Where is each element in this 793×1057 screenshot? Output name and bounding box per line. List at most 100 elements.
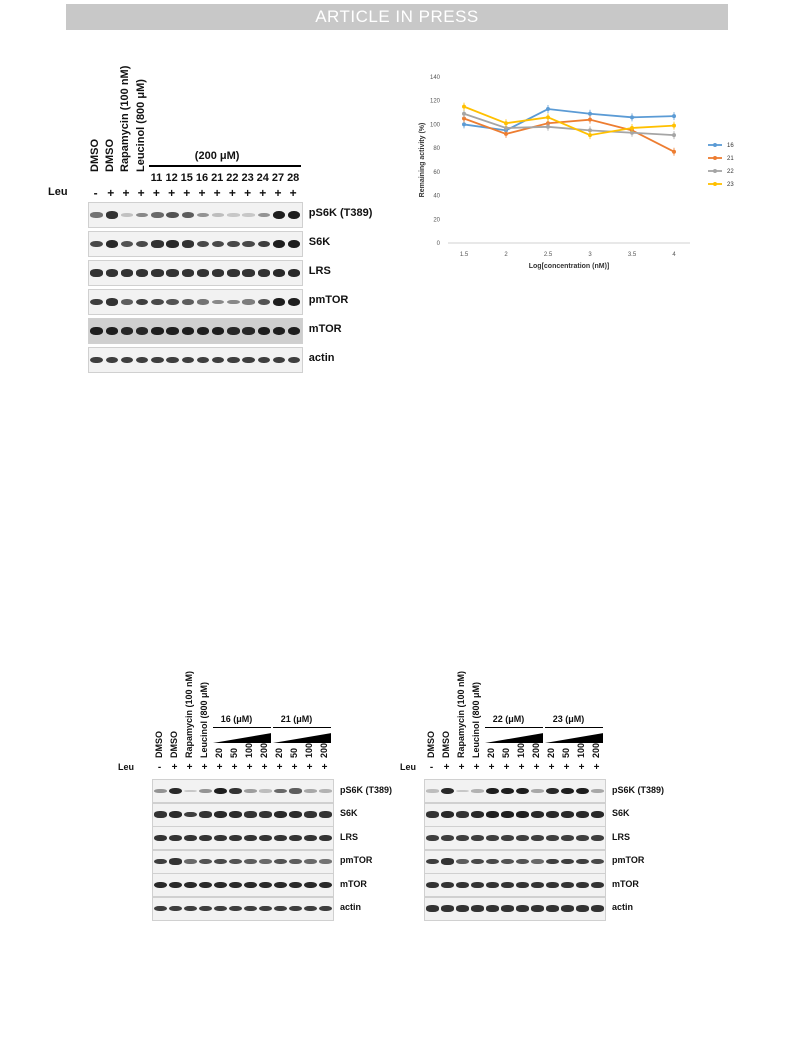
blot-band [227,240,240,248]
blot-band [214,858,227,865]
compound-label: 16 [195,172,209,184]
lane-label: DMSO [154,731,165,758]
data-point [672,123,676,128]
blot-band [289,788,302,794]
blot-band [166,211,179,219]
blot-band [214,811,227,818]
blot-band [151,327,164,335]
blot-band [486,858,499,865]
blot-band [471,789,484,793]
y-tick-label: 40 [433,194,440,200]
blot-band [227,299,240,305]
blot-band [151,269,164,277]
blot-band [181,211,195,218]
data-point [504,125,508,130]
blot-band [546,811,559,818]
dose-label: 50 [501,747,512,758]
blot-band [546,787,559,795]
blot-band [501,905,514,912]
blot-band [227,327,240,335]
blot-band [287,326,301,336]
blot-band [456,881,469,889]
data-point [462,104,466,109]
blot-label: pmTOR [340,855,373,866]
dose-label: 200 [531,742,542,758]
blot-band [199,811,212,818]
blot-band [229,881,242,889]
blot-strip [88,318,303,344]
dose-label: 100 [576,742,587,758]
blot-band [304,859,317,864]
blot-band [242,327,255,335]
blot-band [166,356,179,364]
lane-label: Rapamycin (100 nM) [456,670,467,758]
blot-band [199,881,212,889]
blot-band [214,881,227,889]
dose-label: 20 [214,747,225,758]
legend-entry: 16 [727,143,734,149]
blot-band [591,858,604,865]
blot-band [259,881,272,889]
dose-label: 20 [546,747,557,758]
legend-entry: 22 [727,169,734,175]
data-point [462,122,466,127]
blot-label: actin [308,352,335,365]
leu-sign: + [168,186,176,200]
leu-sign: + [261,762,268,773]
blot-band [199,834,212,842]
blot-band [120,298,134,305]
blot-band [319,834,332,842]
blot-band [229,834,242,842]
data-point [588,128,592,133]
leu-sign: + [259,186,267,200]
leu-sign: + [244,186,252,200]
blot-band [151,240,164,248]
y-tick-label: 120 [430,99,441,105]
blot-band [516,835,529,841]
blot-band [287,297,301,307]
blot-band [516,811,529,818]
compound-label: 15 [180,172,193,184]
blot-band [426,881,439,889]
blot-band [516,881,529,889]
data-point [630,125,634,130]
legend-marker [713,156,717,160]
blot-band [166,327,179,335]
dose-label: 200 [259,742,270,758]
blot-band [184,834,197,842]
blot-band [105,327,119,335]
blot-band [516,787,529,795]
blot-band [441,811,454,818]
blot-band [441,787,454,795]
blot-band [90,212,103,218]
blot-band [546,881,559,889]
blot-band [169,811,182,818]
blot-strip [152,896,334,921]
blot-band [319,881,332,889]
blot-band [211,299,225,305]
data-point [672,114,676,119]
blot-label: pS6K (T389) [308,207,373,220]
leu-sign: - [157,762,162,773]
blot-band [196,269,210,277]
blot-band [287,210,301,220]
dose-label: 50 [289,747,300,758]
blot-band [242,269,255,277]
blot-band [591,835,604,841]
blot-strip [88,289,303,315]
blot-band [471,905,484,912]
blot-band [471,881,484,889]
leu-sign: + [228,186,236,200]
lane-label: Leucinol (800 μM) [199,681,210,758]
blot-band [486,787,499,795]
blot-band [214,905,227,912]
blot-band [274,811,287,818]
x-tick-label: 2 [504,252,508,258]
blot-band [105,269,119,277]
blot-band [120,269,134,277]
leu-sign: + [563,762,570,773]
legend-entry: 21 [727,156,734,162]
blot-band [227,213,240,217]
leu-sign: + [578,762,585,773]
lane-label: Leucinol (800 μM) [134,79,147,172]
